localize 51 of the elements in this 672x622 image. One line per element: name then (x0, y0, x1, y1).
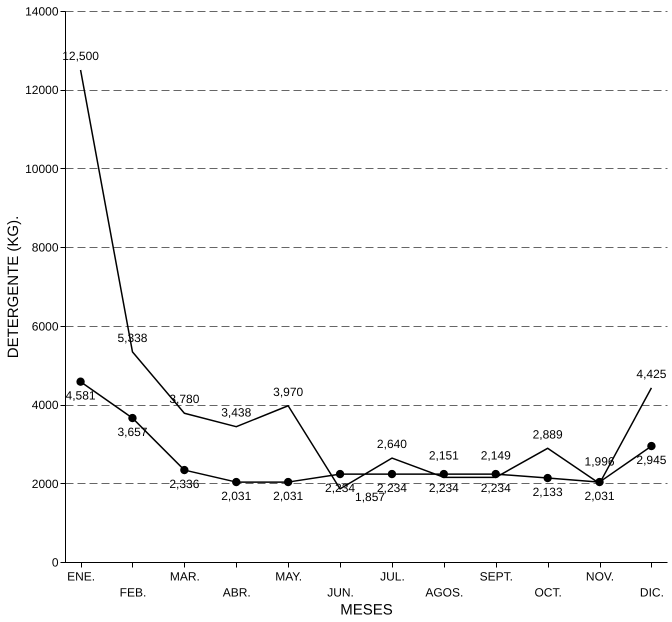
x-tick-label: MAY. (275, 570, 302, 584)
y-tick-label: 6000 (32, 319, 59, 334)
point (440, 470, 448, 478)
point (128, 414, 137, 422)
x-tick-label: ABR. (222, 586, 251, 600)
point (180, 466, 189, 474)
point (595, 478, 604, 486)
y-axis-title: DETERGENTE (KG). (5, 216, 22, 358)
y-tick-label: 14000 (25, 4, 59, 18)
data-label: 3,438 (221, 406, 252, 420)
x-tick-label: FEB. (120, 586, 146, 600)
y-tick-label: 10000 (25, 162, 59, 176)
data-label: 2,640 (376, 437, 408, 452)
y-tick-label: 8000 (32, 240, 59, 255)
x-tick-label: SEPT. (480, 570, 513, 584)
point (284, 478, 292, 486)
y-tick-label: 12000 (25, 83, 59, 98)
point (543, 474, 552, 482)
x-tick-label: JUN. (327, 586, 354, 600)
point (388, 470, 396, 478)
y-tick-label: 2000 (32, 476, 59, 491)
point (76, 378, 85, 386)
data-label: 3,657 (117, 425, 148, 440)
x-axis-title: MESES (340, 602, 393, 618)
y-tick-label: 0 (52, 556, 59, 570)
data-label: 2,133 (532, 485, 563, 500)
data-label: 2,234 (480, 481, 512, 496)
x-tick-label: JUL. (380, 570, 405, 584)
data-label: 2,234 (325, 481, 356, 496)
data-label: 2,151 (428, 448, 460, 462)
data-label: 2,234 (428, 481, 460, 496)
data-label: 4,581 (66, 388, 96, 403)
x-tick-label: MAR. (170, 570, 200, 584)
data-label: 2,031 (584, 489, 615, 504)
point (492, 470, 500, 478)
data-label: 3,970 (273, 384, 304, 399)
point (647, 442, 656, 450)
x-tick-label: DIC. (640, 586, 664, 600)
y-tick-label: 4000 (32, 398, 59, 412)
x-tick-label: ENE. (67, 570, 96, 584)
data-label: 2,031 (221, 489, 252, 504)
point (232, 478, 240, 486)
data-label: 2,945 (636, 453, 667, 468)
data-label: 2,889 (532, 427, 563, 442)
data-label: 2,149 (480, 448, 512, 462)
x-tick-label: AGOS. (425, 586, 464, 600)
x-tick-label: NOV. (586, 570, 614, 584)
data-label: 2,031 (273, 489, 304, 504)
data-label: 4,425 (636, 366, 667, 381)
x-tick-label: OCT. (534, 586, 562, 600)
point (336, 470, 344, 478)
